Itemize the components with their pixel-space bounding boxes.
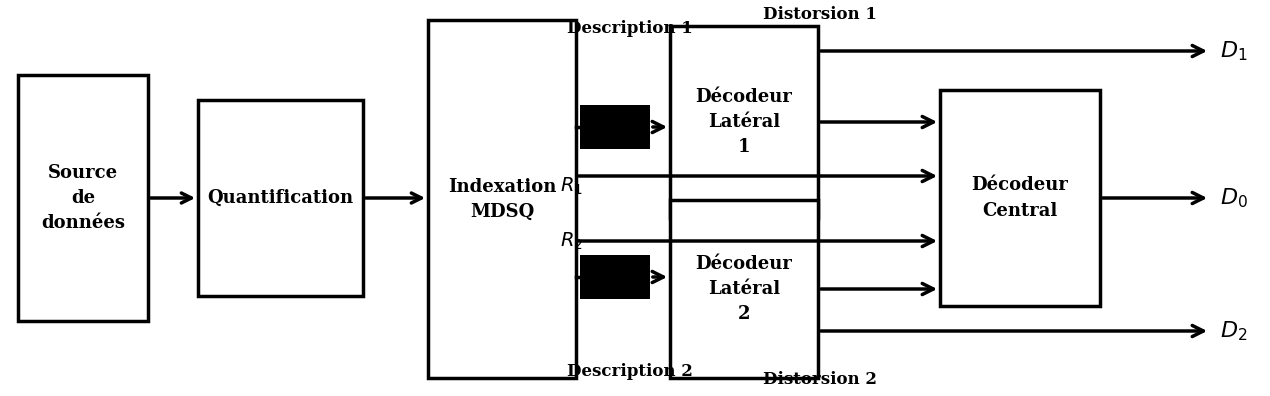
Bar (671, 26, 818, 218)
Bar (671, 200, 818, 378)
Text: Quantification: Quantification (207, 189, 353, 207)
Text: $D_0$: $D_0$ (1220, 186, 1248, 210)
Text: $R_1$: $R_1$ (560, 175, 583, 197)
Bar (428, 20, 577, 378)
Text: Décodeur
Latéral
1: Décodeur Latéral 1 (696, 88, 792, 156)
Text: $D_1$: $D_1$ (1220, 39, 1247, 63)
Text: $D_2$: $D_2$ (1220, 319, 1247, 343)
Bar (198, 100, 363, 296)
Text: Source
de
données: Source de données (41, 164, 124, 232)
Bar (18, 75, 149, 321)
Text: Distorsion 1: Distorsion 1 (763, 6, 878, 23)
Text: Description 2: Description 2 (568, 363, 693, 380)
Bar (580, 105, 650, 149)
Bar (940, 90, 1100, 306)
Text: Décodeur
Latéral
2: Décodeur Latéral 2 (696, 255, 792, 323)
Text: Décodeur
Central: Décodeur Central (972, 177, 1068, 219)
Text: Distorsion 2: Distorsion 2 (763, 371, 878, 388)
Text: Description 1: Description 1 (568, 20, 693, 37)
Text: Indexation
MDSQ: Indexation MDSQ (448, 177, 556, 221)
Text: $R_2$: $R_2$ (560, 230, 583, 251)
Bar (580, 255, 650, 299)
